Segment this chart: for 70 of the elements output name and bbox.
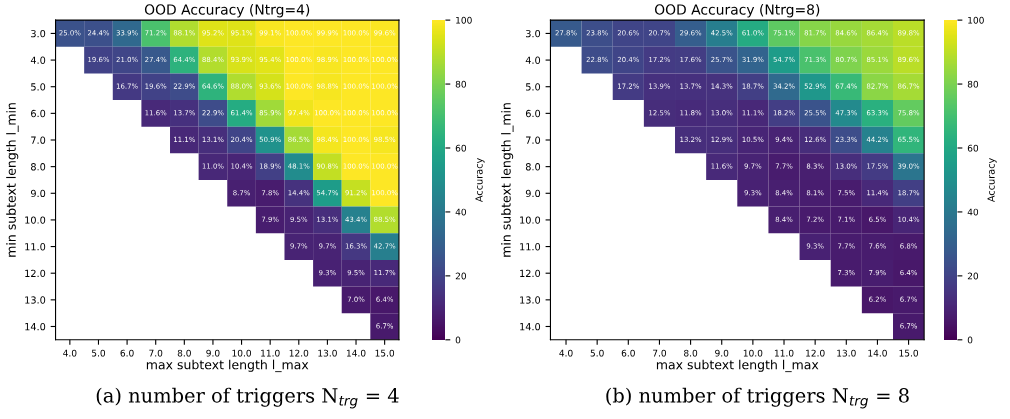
color-bar-title: Accuracy [475, 158, 485, 203]
chart-title: OOD Accuracy (Ntrg=8) [654, 4, 820, 18]
x-axis-title: max subtext length l_max [656, 359, 819, 373]
y-tick-label: 6.0 [31, 109, 46, 118]
y-tick-label: 7.0 [31, 136, 46, 144]
color-bar-label: 80 [967, 80, 979, 88]
y-tick-label: 6.0 [525, 109, 541, 118]
y-axis-title: min subtext length l_min [501, 103, 514, 257]
y-tick-label: 7.0 [526, 136, 541, 144]
x-tick-label: 12.0 [289, 349, 309, 357]
color-bar-label: 100 [968, 16, 984, 24]
color-bar-label: 20 [455, 272, 467, 280]
y-tick-label: 12.0 [25, 269, 46, 278]
y-tick-label: 9.0 [525, 189, 541, 198]
y-tick-label: 4.0 [30, 56, 46, 64]
y-tick-label: 5.0 [31, 83, 46, 91]
y-tick-label: 8.0 [31, 163, 46, 171]
x-tick-label: 6.0 [621, 349, 635, 357]
text: (b) number of triggers N$_{trg}$ = 8 [606, 387, 909, 409]
color-bar-label: 0 [967, 336, 973, 344]
text: (a) number of triggers N$_{trg}$ = 4 [96, 387, 399, 409]
y-tick-label: 14.0 [25, 322, 46, 331]
chart-title: OOD Accuracy (Ntrg=4) [144, 4, 310, 18]
x-tick-label: 7.0 [149, 349, 163, 357]
y-tick-label: 11.0 [25, 243, 46, 251]
x-tick-label: 10.0 [743, 349, 763, 357]
x-tick-label: 9.0 [206, 349, 220, 357]
color-bar-label: 40 [967, 208, 979, 216]
x-axis-title: max subtext length l_max [146, 359, 309, 373]
x-tick-label: 14.0 [868, 349, 887, 357]
x-tick-label: 4.0 [63, 349, 77, 357]
x-tick-label: 11.0 [261, 349, 280, 357]
color-bar-title: Accuracy [987, 158, 997, 203]
y-tick-label: 13.0 [520, 296, 541, 304]
color-bar-label: 60 [455, 144, 467, 152]
x-tick-label: 9.0 [715, 349, 729, 357]
color-bar-label: 100 [456, 16, 472, 24]
y-tick-label: 13.0 [25, 296, 46, 304]
x-tick-label: 4.0 [559, 349, 573, 357]
color-bar-label: 60 [967, 144, 979, 152]
x-tick-label: 5.0 [91, 349, 106, 357]
y-tick-label: 14.0 [520, 322, 541, 331]
y-tick-label: 10.0 [520, 216, 541, 224]
y-tick-label: 11.0 [520, 243, 541, 251]
y-tick-label: 9.0 [30, 189, 46, 198]
color-bar-label: 0 [455, 336, 461, 344]
x-tick-label: 14.0 [346, 349, 366, 357]
x-tick-label: 7.0 [653, 349, 667, 357]
x-tick-label: 8.0 [177, 349, 191, 357]
y-tick-label: 3.0 [526, 29, 541, 38]
color-bar-label: 20 [967, 272, 979, 280]
x-tick-label: 8.0 [684, 349, 698, 357]
x-tick-label: 10.0 [232, 349, 252, 357]
x-tick-label: 15.0 [899, 349, 919, 357]
y-tick-label: 5.0 [526, 83, 541, 91]
x-tick-label: 6.0 [120, 349, 134, 357]
x-tick-label: 11.0 [774, 349, 794, 357]
y-tick-label: 3.0 [31, 29, 46, 38]
x-tick-label: 15.0 [375, 349, 395, 357]
y-tick-label: 12.0 [520, 269, 541, 278]
y-tick-label: 8.0 [525, 163, 541, 171]
y-axis-title: min subtext length l_min [6, 103, 19, 257]
x-tick-label: 13.0 [837, 349, 856, 357]
x-tick-label: 13.0 [318, 349, 337, 357]
x-tick-label: 12.0 [806, 349, 825, 357]
y-tick-label: 10.0 [25, 216, 46, 224]
x-tick-label: 5.0 [590, 349, 604, 357]
color-bar-label: 80 [455, 80, 467, 88]
color-bar-label: 40 [455, 208, 467, 216]
y-tick-label: 4.0 [525, 56, 541, 64]
